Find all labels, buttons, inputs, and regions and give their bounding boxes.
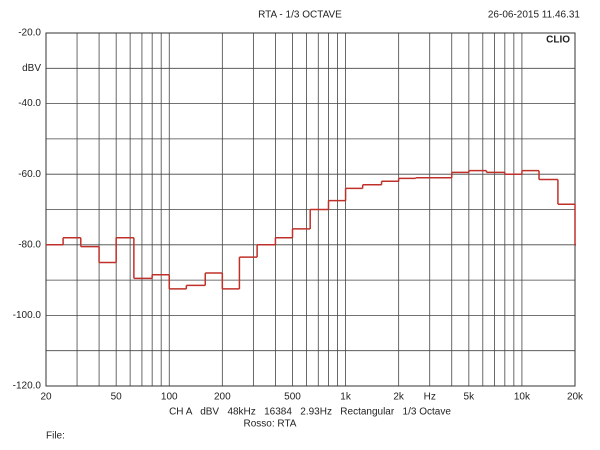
- x-tick-label: 1k: [340, 392, 352, 403]
- x-tick-label: Hz: [424, 392, 436, 403]
- y-tick-label: -20.0: [18, 28, 41, 39]
- x-tick-label: 20: [40, 392, 52, 403]
- x-tick-label: 500: [284, 392, 301, 403]
- y-tick-label: -40.0: [18, 98, 41, 109]
- x-tick-label: 20k: [567, 392, 584, 403]
- y-tick-label: -100.0: [13, 310, 42, 321]
- legend-note: Rosso: RTA: [244, 419, 297, 430]
- brand: CLIO: [546, 35, 570, 46]
- x-tick-label: 5k: [464, 392, 476, 403]
- file-label: File:: [46, 431, 65, 442]
- y-tick-label: -120.0: [13, 381, 42, 392]
- timestamp: 26-06-2015 11.46.31: [488, 10, 581, 21]
- x-tick-label: 100: [161, 392, 178, 403]
- chart-title: RTA - 1/3 OCTAVE: [258, 10, 342, 21]
- x-tick-label: 10k: [514, 392, 531, 403]
- x-tick-label: 200: [214, 392, 231, 403]
- footer-info: CH A dBV 48kHz 16384 2.93Hz Rectangular …: [169, 407, 451, 418]
- y-tick-label: -80.0: [18, 239, 41, 250]
- y-tick-label: dBV: [22, 63, 41, 74]
- x-tick-label: 50: [111, 392, 123, 403]
- x-tick-label: 2k: [393, 392, 405, 403]
- y-tick-label: -60.0: [18, 169, 41, 180]
